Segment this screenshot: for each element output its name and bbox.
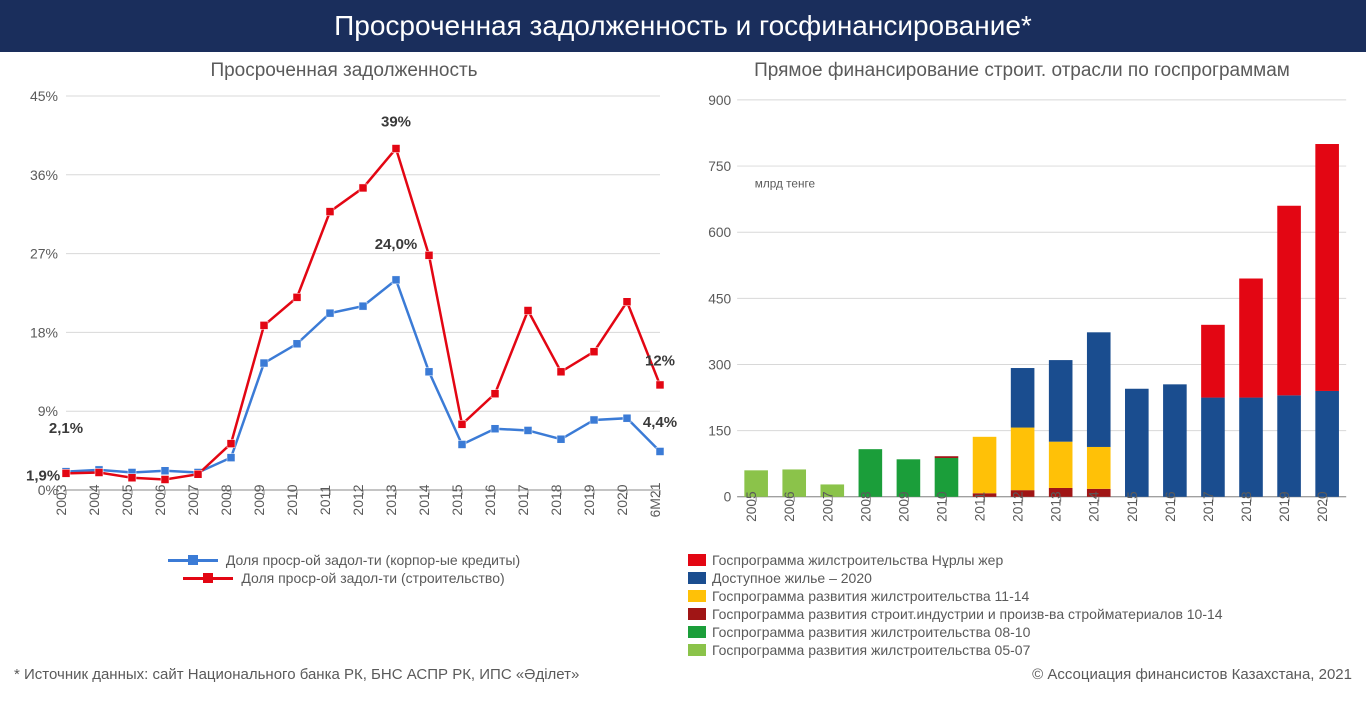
legend-swatch: [688, 590, 706, 602]
footer-copyright: © Ассоциация финансистов Казахстана, 202…: [1032, 666, 1352, 683]
svg-text:150: 150: [708, 424, 731, 439]
svg-text:2006: 2006: [152, 484, 168, 515]
right-chart-panel: Прямое финансирование строит. отрасли по…: [688, 60, 1356, 660]
svg-text:600: 600: [708, 225, 731, 240]
svg-text:45%: 45%: [30, 88, 58, 104]
right-chart-legend: Госпрограмма жилстроительства Нұрлы жер Д…: [688, 552, 1356, 658]
page-title: Просроченная задолженность и госфинансир…: [334, 10, 1032, 41]
svg-text:2020: 2020: [1315, 491, 1330, 522]
svg-text:2007: 2007: [185, 484, 201, 515]
left-chart-area: 0%9%18%27%36%45%200320042005200620072008…: [10, 88, 678, 548]
left-chart-title: Просроченная задолженность: [10, 60, 678, 82]
legend-item: Госпрограмма развития жилстроительства 1…: [688, 588, 1356, 604]
svg-text:2013: 2013: [1049, 491, 1064, 522]
legend-label: Госпрограмма развития жилстроительства 0…: [712, 624, 1030, 640]
legend-label: Доля проср-ой задол-ти (корпор-ые кредит…: [226, 552, 520, 568]
svg-text:2011: 2011: [973, 492, 988, 522]
legend-item: Госпрограмма развития строит.индустрии и…: [688, 606, 1356, 622]
legend-item: Госпрограмма жилстроительства Нұрлы жер: [688, 552, 1356, 568]
svg-text:39%: 39%: [381, 114, 411, 131]
svg-text:2019: 2019: [581, 484, 597, 515]
legend-label: Доступное жилье – 2020: [712, 570, 872, 586]
left-chart-panel: Просроченная задолженность 0%9%18%27%36%…: [10, 60, 678, 660]
legend-item: Госпрограмма развития жилстроительства 0…: [688, 624, 1356, 640]
svg-text:36%: 36%: [30, 167, 58, 183]
svg-text:2012: 2012: [350, 484, 366, 515]
svg-text:2005: 2005: [744, 491, 759, 522]
legend-swatch: [688, 644, 706, 656]
svg-text:2008: 2008: [858, 491, 873, 522]
svg-text:6M21: 6M21: [647, 482, 663, 517]
legend-label: Госпрограмма развития строит.индустрии и…: [712, 606, 1223, 622]
svg-text:2011: 2011: [317, 485, 333, 515]
legend-item: Доступное жилье – 2020: [688, 570, 1356, 586]
legend-label: Госпрограмма жилстроительства Нұрлы жер: [712, 552, 1003, 568]
svg-text:2014: 2014: [416, 484, 432, 515]
legend-swatch: [688, 554, 706, 566]
svg-text:2010: 2010: [934, 491, 949, 522]
legend-item: Госпрограмма развития жилстроительства 0…: [688, 642, 1356, 658]
svg-text:2006: 2006: [782, 491, 797, 522]
legend-label: Госпрограмма развития жилстроительства 1…: [712, 588, 1029, 604]
svg-text:2016: 2016: [1163, 491, 1178, 522]
left-chart-svg: 0%9%18%27%36%45%200320042005200620072008…: [10, 88, 678, 548]
svg-text:2016: 2016: [482, 484, 498, 515]
svg-text:2018: 2018: [1239, 491, 1254, 522]
svg-text:2019: 2019: [1277, 491, 1292, 522]
right-chart-svg: 0 150 300 450 600 750 900 млрд тенге 2005 2006 200…: [688, 88, 1356, 548]
charts-container: Просроченная задолженность 0%9%18%27%36%…: [0, 52, 1366, 660]
svg-text:1,9%: 1,9%: [26, 467, 60, 484]
svg-text:2003: 2003: [53, 484, 69, 515]
right-chart-area: 0 150 300 450 600 750 900 млрд тенге 2005 2006 200…: [688, 88, 1356, 548]
legend-label: Госпрограмма развития жилстроительства 0…: [712, 642, 1030, 658]
svg-text:2007: 2007: [820, 491, 835, 522]
svg-text:2013: 2013: [383, 484, 399, 515]
svg-text:2018: 2018: [548, 484, 564, 515]
svg-text:27%: 27%: [30, 246, 58, 262]
svg-text:млрд тенге: млрд тенге: [755, 178, 816, 191]
svg-text:2010: 2010: [284, 484, 300, 515]
svg-text:2009: 2009: [896, 491, 911, 522]
legend-swatch: [688, 608, 706, 620]
svg-text:2017: 2017: [1201, 491, 1216, 522]
svg-text:2008: 2008: [218, 484, 234, 515]
footer: * Источник данных: сайт Национального ба…: [0, 660, 1366, 683]
svg-text:18%: 18%: [30, 324, 58, 340]
svg-text:4,4%: 4,4%: [643, 414, 677, 431]
svg-text:9%: 9%: [38, 403, 58, 419]
svg-text:0: 0: [724, 490, 732, 505]
svg-text:2,1%: 2,1%: [49, 420, 83, 437]
legend-item: Доля проср-ой задол-ти (строительство): [10, 570, 678, 586]
svg-text:2005: 2005: [119, 484, 135, 515]
legend-swatch: [688, 572, 706, 584]
svg-text:900: 900: [708, 93, 731, 108]
page-header: Просроченная задолженность и госфинансир…: [0, 0, 1366, 52]
svg-text:2009: 2009: [251, 484, 267, 515]
svg-text:750: 750: [708, 159, 731, 174]
legend-item: Доля проср-ой задол-ти (корпор-ые кредит…: [10, 552, 678, 568]
left-chart-legend: Доля проср-ой задол-ти (корпор-ые кредит…: [10, 552, 678, 586]
svg-text:24,0%: 24,0%: [375, 236, 418, 253]
footer-source: * Источник данных: сайт Национального ба…: [14, 666, 579, 683]
svg-text:2012: 2012: [1011, 491, 1026, 522]
svg-text:12%: 12%: [645, 353, 675, 370]
svg-text:2020: 2020: [614, 484, 630, 515]
legend-label: Доля проср-ой задол-ти (строительство): [241, 570, 504, 586]
svg-text:300: 300: [708, 357, 731, 372]
legend-swatch: [688, 626, 706, 638]
svg-text:2015: 2015: [449, 484, 465, 515]
svg-text:2014: 2014: [1087, 491, 1102, 522]
right-chart-title: Прямое финансирование строит. отрасли по…: [688, 60, 1356, 82]
svg-text:2017: 2017: [515, 484, 531, 515]
svg-text:2015: 2015: [1125, 491, 1140, 522]
svg-text:450: 450: [708, 291, 731, 306]
svg-text:2004: 2004: [86, 484, 102, 515]
